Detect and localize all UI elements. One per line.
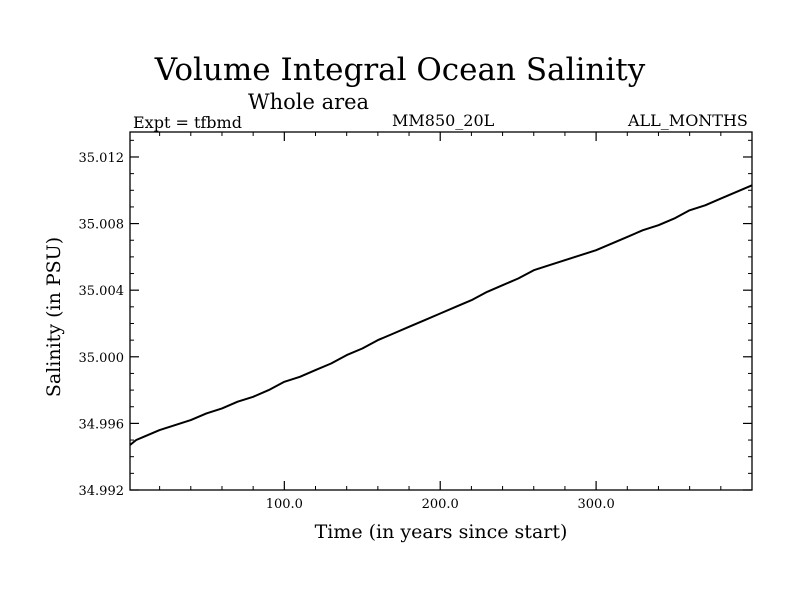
months-label: ALL_MONTHS	[628, 111, 748, 130]
plot-frame	[129, 131, 753, 491]
x-tick-label: 100.0	[266, 497, 303, 512]
y-tick-label: 35.004	[79, 284, 125, 299]
chart-subtitle: Whole area	[248, 90, 370, 114]
salinity-series-line	[129, 184, 753, 446]
y-tick-label: 35.000	[79, 351, 125, 366]
experiment-label: Expt = tfbmd	[133, 113, 242, 132]
x-tick-label: 300.0	[578, 497, 615, 512]
y-tick-label: 35.012	[79, 151, 125, 166]
y-tick-label: 34.992	[79, 484, 125, 499]
x-axis-label: Time (in years since start)	[315, 521, 568, 543]
model-label: MM850_20L	[392, 111, 495, 130]
y-tick-label: 35.008	[79, 218, 125, 233]
axes-layer: 34.992 34.996 35.000 35.004 35.008 35.012 100.…	[79, 131, 753, 512]
series-layer	[129, 184, 753, 446]
y-tick-label: 34.996	[79, 417, 125, 432]
y-axis-label: Salinity (in PSU)	[43, 237, 65, 397]
x-tick-label: 200.0	[422, 497, 459, 512]
chart-title: Volume Integral Ocean Salinity	[154, 52, 646, 88]
